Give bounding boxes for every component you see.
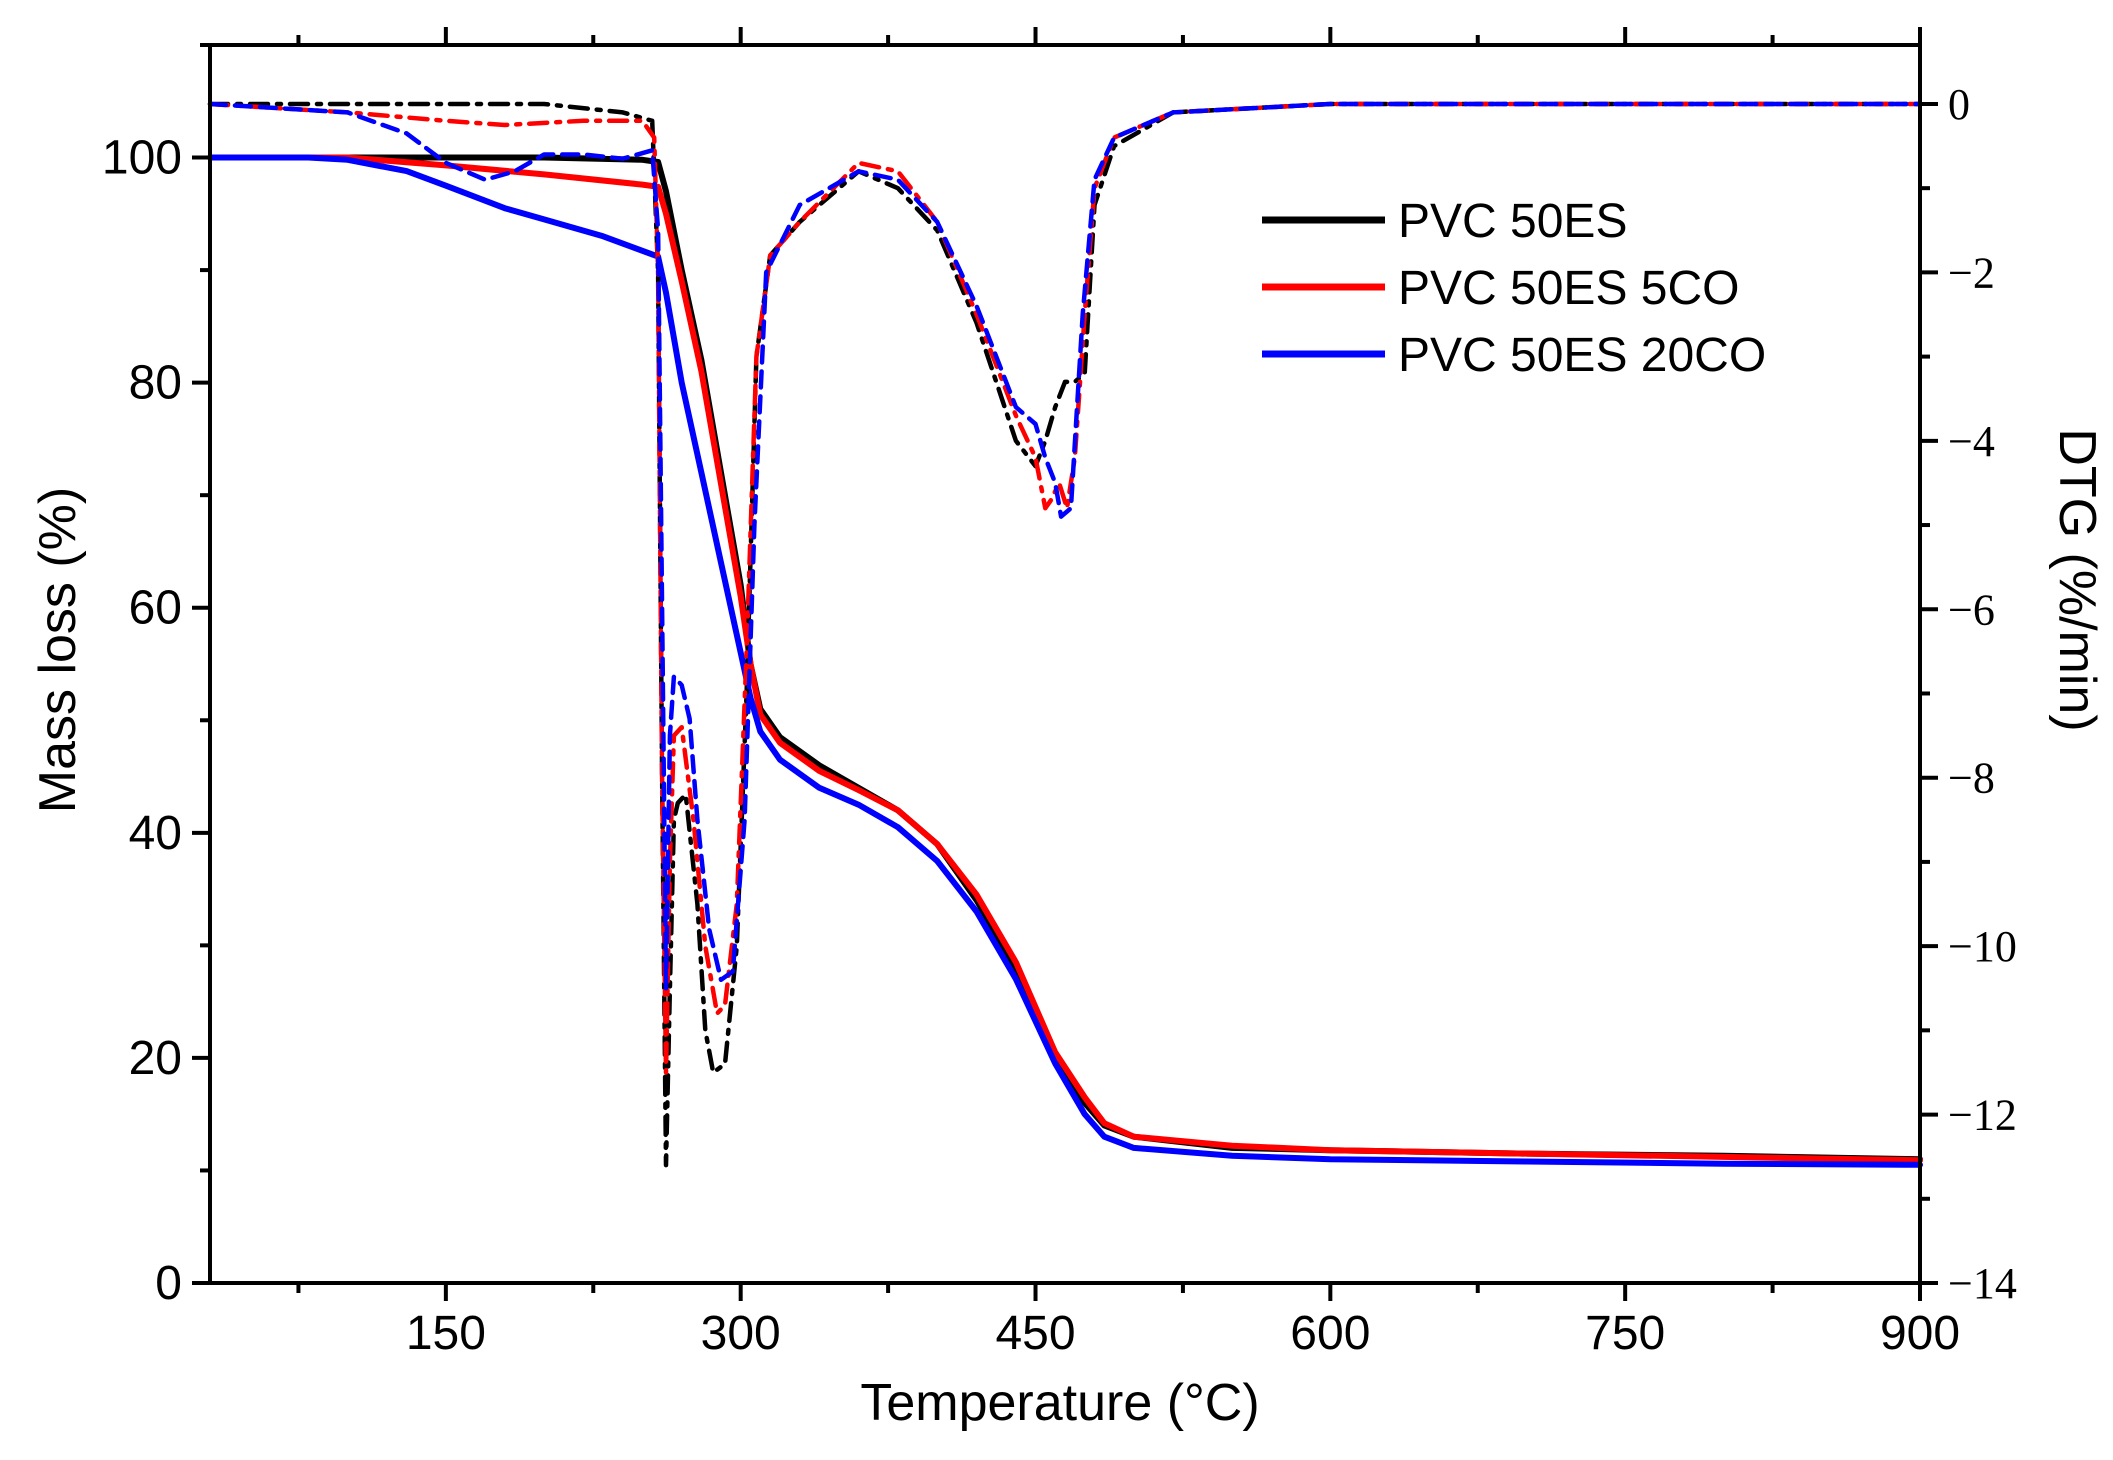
y-left-tick-label: 60 bbox=[129, 582, 182, 635]
y-right-tick-label: −4 bbox=[1948, 417, 1995, 466]
x-tick-label: 150 bbox=[406, 1307, 486, 1360]
series-line-pvc-50es-20co bbox=[207, 154, 1923, 1168]
legend-label-pvc-50es-5co: PVC 50ES 5CO bbox=[1398, 262, 1739, 315]
y-right-tick-label: −10 bbox=[1948, 922, 2017, 971]
y-left-tick-label: 0 bbox=[155, 1257, 182, 1310]
y-right-tick-label: −6 bbox=[1948, 585, 1995, 634]
x-axis-title: Temperature (°C) bbox=[860, 1374, 1259, 1432]
series-line-pvc-50es-5co-dtg bbox=[207, 101, 1923, 1075]
x-tick-label: 750 bbox=[1585, 1307, 1665, 1360]
y-axis-right-title: DTG (%/min) bbox=[2048, 428, 2106, 731]
x-tick-label: 450 bbox=[995, 1307, 1075, 1360]
y-right-tick-label: −8 bbox=[1948, 754, 1995, 803]
y-axis-left-title: Mass loss (%) bbox=[29, 487, 87, 813]
y-right-tick-label: 0 bbox=[1948, 80, 1970, 129]
x-tick-label: 300 bbox=[701, 1307, 781, 1360]
legend-label-pvc-50es: PVC 50ES bbox=[1398, 195, 1627, 248]
y-left-tick-label: 100 bbox=[102, 132, 182, 185]
legend: PVC 50ES PVC 50ES 5CO PVC 50ES 20CO bbox=[1262, 195, 1766, 382]
y-right-tick-label: −2 bbox=[1948, 248, 1995, 297]
y-left-tick-label: 80 bbox=[129, 357, 182, 410]
x-tick-label: 900 bbox=[1880, 1307, 1960, 1360]
legend-label-pvc-50es-20co: PVC 50ES 20CO bbox=[1398, 329, 1766, 382]
y-right-tick-label: −14 bbox=[1948, 1259, 2017, 1308]
y-left-tick-label: 40 bbox=[129, 807, 182, 860]
series-line-pvc-50es-20co-dtg bbox=[207, 101, 1923, 991]
x-tick-label: 600 bbox=[1290, 1307, 1370, 1360]
plot-frame bbox=[208, 43, 1922, 1285]
y-left-tick-label: 20 bbox=[129, 1032, 182, 1085]
y-right-tick-label: −12 bbox=[1948, 1091, 2017, 1140]
